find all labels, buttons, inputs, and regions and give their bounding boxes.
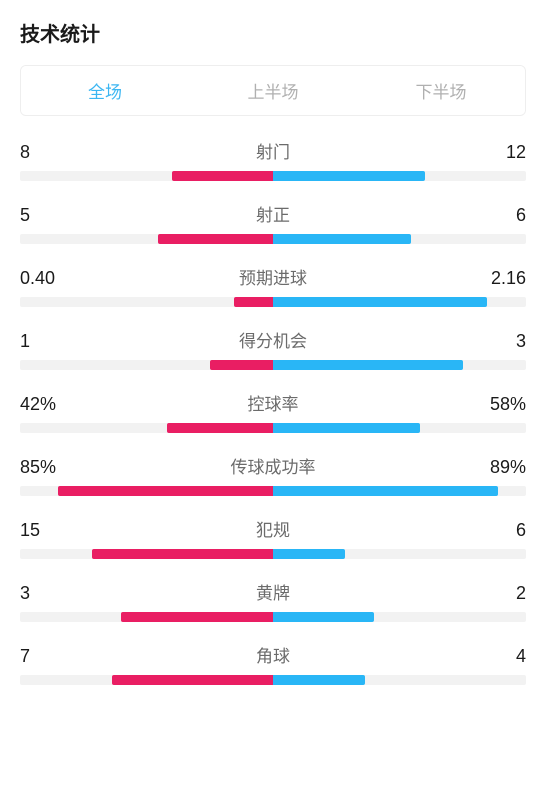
tab-0[interactable]: 全场 bbox=[21, 66, 189, 115]
bar-left-fill bbox=[158, 234, 273, 244]
stat-header: 7 角球 4 bbox=[20, 642, 526, 667]
bar-right-half bbox=[273, 297, 526, 307]
stat-label: 犯规 bbox=[256, 516, 290, 541]
stat-left-value: 42% bbox=[20, 394, 70, 415]
bar-left-half bbox=[20, 234, 273, 244]
stat-header: 0.40 预期进球 2.16 bbox=[20, 264, 526, 289]
bar-left-half bbox=[20, 612, 273, 622]
stat-row: 8 射门 12 bbox=[20, 138, 526, 181]
bar-right-half bbox=[273, 234, 526, 244]
stat-row: 7 角球 4 bbox=[20, 642, 526, 685]
stat-bar bbox=[20, 234, 526, 244]
bar-right-half bbox=[273, 612, 526, 622]
stat-bar bbox=[20, 297, 526, 307]
stat-right-value: 89% bbox=[476, 457, 526, 478]
stats-list: 8 射门 12 5 射正 6 0.40 预期进球 2.16 1 得分机会 3 42% 控球率 58% 85% 传… bbox=[20, 138, 526, 685]
stat-row: 0.40 预期进球 2.16 bbox=[20, 264, 526, 307]
bar-right-fill bbox=[273, 297, 487, 307]
stat-label: 得分机会 bbox=[239, 327, 307, 352]
section-title: 技术统计 bbox=[20, 18, 526, 47]
bar-right-fill bbox=[273, 171, 425, 181]
bar-left-fill bbox=[167, 423, 273, 433]
stat-label: 控球率 bbox=[248, 390, 299, 415]
bar-left-fill bbox=[172, 171, 273, 181]
stat-header: 15 犯规 6 bbox=[20, 516, 526, 541]
bar-left-fill bbox=[92, 549, 273, 559]
bar-left-half bbox=[20, 423, 273, 433]
bar-left-half bbox=[20, 675, 273, 685]
stat-header: 8 射门 12 bbox=[20, 138, 526, 163]
stat-bar bbox=[20, 675, 526, 685]
bar-left-fill bbox=[58, 486, 273, 496]
stat-label: 射正 bbox=[256, 201, 290, 226]
stat-bar bbox=[20, 549, 526, 559]
stat-left-value: 5 bbox=[20, 205, 70, 226]
bar-right-fill bbox=[273, 423, 420, 433]
stat-bar bbox=[20, 171, 526, 181]
bar-left-half bbox=[20, 360, 273, 370]
stat-right-value: 6 bbox=[476, 205, 526, 226]
stat-header: 85% 传球成功率 89% bbox=[20, 453, 526, 478]
stat-right-value: 6 bbox=[476, 520, 526, 541]
stat-header: 5 射正 6 bbox=[20, 201, 526, 226]
bar-left-fill bbox=[112, 675, 273, 685]
stat-header: 42% 控球率 58% bbox=[20, 390, 526, 415]
stat-header: 3 黄牌 2 bbox=[20, 579, 526, 604]
stat-row: 1 得分机会 3 bbox=[20, 327, 526, 370]
bar-right-fill bbox=[273, 675, 365, 685]
stat-left-value: 85% bbox=[20, 457, 70, 478]
bar-left-fill bbox=[234, 297, 273, 307]
stat-right-value: 2.16 bbox=[476, 268, 526, 289]
stat-bar bbox=[20, 612, 526, 622]
stat-label: 射门 bbox=[256, 138, 290, 163]
stat-label: 预期进球 bbox=[239, 264, 307, 289]
bar-right-half bbox=[273, 360, 526, 370]
stat-left-value: 0.40 bbox=[20, 268, 70, 289]
bar-left-fill bbox=[121, 612, 273, 622]
bar-left-half bbox=[20, 486, 273, 496]
stat-left-value: 7 bbox=[20, 646, 70, 667]
stat-label: 黄牌 bbox=[256, 579, 290, 604]
bar-left-half bbox=[20, 549, 273, 559]
tab-1[interactable]: 上半场 bbox=[189, 66, 357, 115]
bar-left-half bbox=[20, 297, 273, 307]
stat-row: 85% 传球成功率 89% bbox=[20, 453, 526, 496]
bar-right-fill bbox=[273, 549, 345, 559]
bar-right-fill bbox=[273, 360, 463, 370]
stat-row: 5 射正 6 bbox=[20, 201, 526, 244]
stat-left-value: 3 bbox=[20, 583, 70, 604]
bar-right-half bbox=[273, 423, 526, 433]
stat-bar bbox=[20, 360, 526, 370]
stat-label: 传球成功率 bbox=[231, 453, 316, 478]
stat-row: 15 犯规 6 bbox=[20, 516, 526, 559]
stat-row: 42% 控球率 58% bbox=[20, 390, 526, 433]
stat-right-value: 12 bbox=[476, 142, 526, 163]
bar-right-half bbox=[273, 486, 526, 496]
bar-right-half bbox=[273, 675, 526, 685]
bar-right-fill bbox=[273, 486, 498, 496]
stat-bar bbox=[20, 423, 526, 433]
stat-left-value: 1 bbox=[20, 331, 70, 352]
bar-right-fill bbox=[273, 234, 411, 244]
stat-left-value: 8 bbox=[20, 142, 70, 163]
bar-left-fill bbox=[210, 360, 273, 370]
stat-bar bbox=[20, 486, 526, 496]
period-tabs: 全场上半场下半场 bbox=[20, 65, 526, 116]
bar-right-half bbox=[273, 171, 526, 181]
stat-right-value: 4 bbox=[476, 646, 526, 667]
stat-row: 3 黄牌 2 bbox=[20, 579, 526, 622]
bar-right-half bbox=[273, 549, 526, 559]
stat-header: 1 得分机会 3 bbox=[20, 327, 526, 352]
tab-2[interactable]: 下半场 bbox=[357, 66, 525, 115]
stat-label: 角球 bbox=[256, 642, 290, 667]
stat-right-value: 2 bbox=[476, 583, 526, 604]
bar-right-fill bbox=[273, 612, 374, 622]
stat-right-value: 3 bbox=[476, 331, 526, 352]
stat-left-value: 15 bbox=[20, 520, 70, 541]
bar-left-half bbox=[20, 171, 273, 181]
stat-right-value: 58% bbox=[476, 394, 526, 415]
